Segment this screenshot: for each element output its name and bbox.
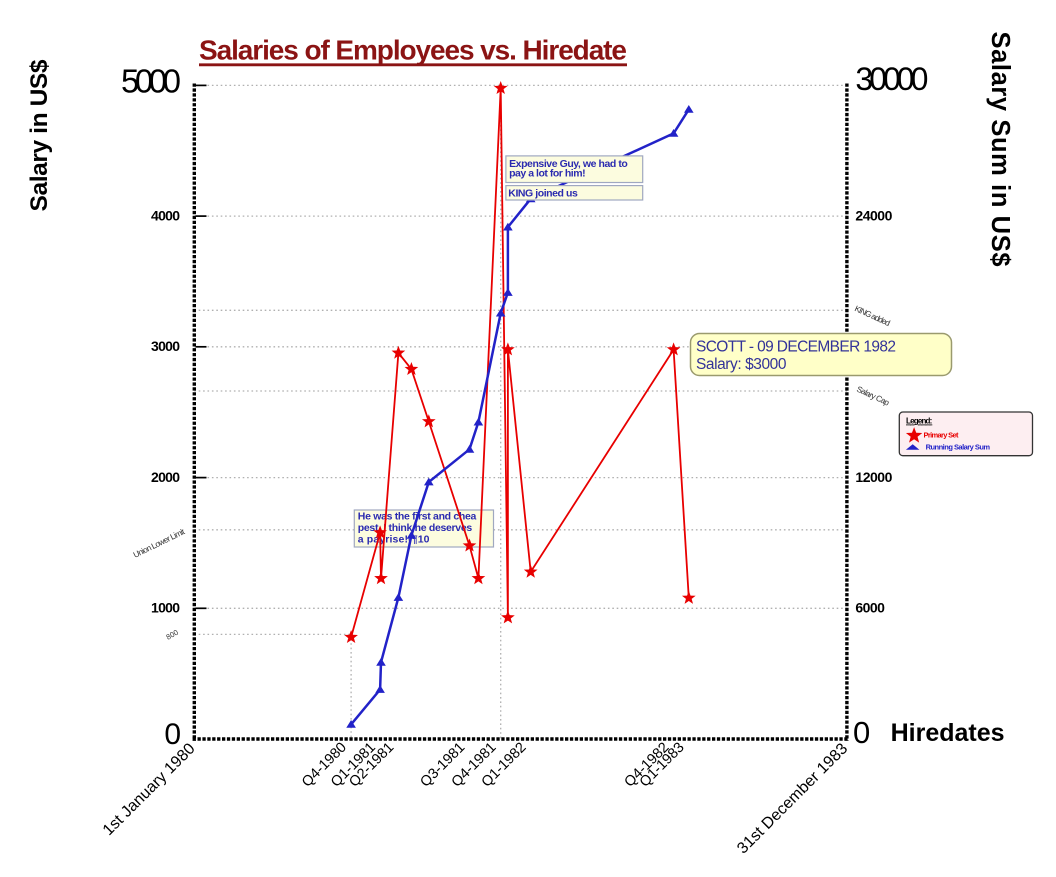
svg-text:Primary Set: Primary Set bbox=[924, 431, 960, 440]
svg-text:4000: 4000 bbox=[151, 208, 180, 224]
svg-text:0: 0 bbox=[164, 718, 181, 751]
svg-text:6000: 6000 bbox=[855, 600, 885, 616]
svg-text:3000: 3000 bbox=[151, 338, 180, 354]
svg-text:Legend:: Legend: bbox=[906, 417, 932, 426]
svg-text:30000: 30000 bbox=[855, 61, 928, 97]
svg-text:1000: 1000 bbox=[151, 600, 180, 616]
svg-text:Hiredates: Hiredates bbox=[891, 719, 1005, 747]
svg-text:Running Salary Sum: Running Salary Sum bbox=[926, 443, 991, 452]
svg-text:24000: 24000 bbox=[855, 208, 892, 224]
svg-text:2000: 2000 bbox=[151, 469, 180, 485]
svg-text:Expensive Guy, we had to: Expensive Guy, we had to bbox=[509, 158, 628, 170]
svg-text:5000: 5000 bbox=[121, 63, 181, 100]
svg-text:12000: 12000 bbox=[855, 469, 892, 485]
svg-text:a payrise!-¶10: a payrise!-¶10 bbox=[358, 534, 430, 546]
svg-text:Salary Sum in US$: Salary Sum in US$ bbox=[986, 32, 1014, 267]
svg-text:KING joined us: KING joined us bbox=[508, 188, 578, 200]
svg-text:pay a lot for him!: pay a lot for him! bbox=[509, 168, 585, 180]
svg-text:Salary: $3000: Salary: $3000 bbox=[696, 356, 787, 373]
svg-text:0: 0 bbox=[853, 715, 870, 750]
svg-text:SCOTT - 09 DECEMBER 1982: SCOTT - 09 DECEMBER 1982 bbox=[696, 339, 896, 356]
svg-text:Salaries of Employees vs. Hire: Salaries of Employees vs. Hiredate bbox=[199, 35, 627, 66]
svg-text:Salary in US$: Salary in US$ bbox=[26, 59, 53, 211]
